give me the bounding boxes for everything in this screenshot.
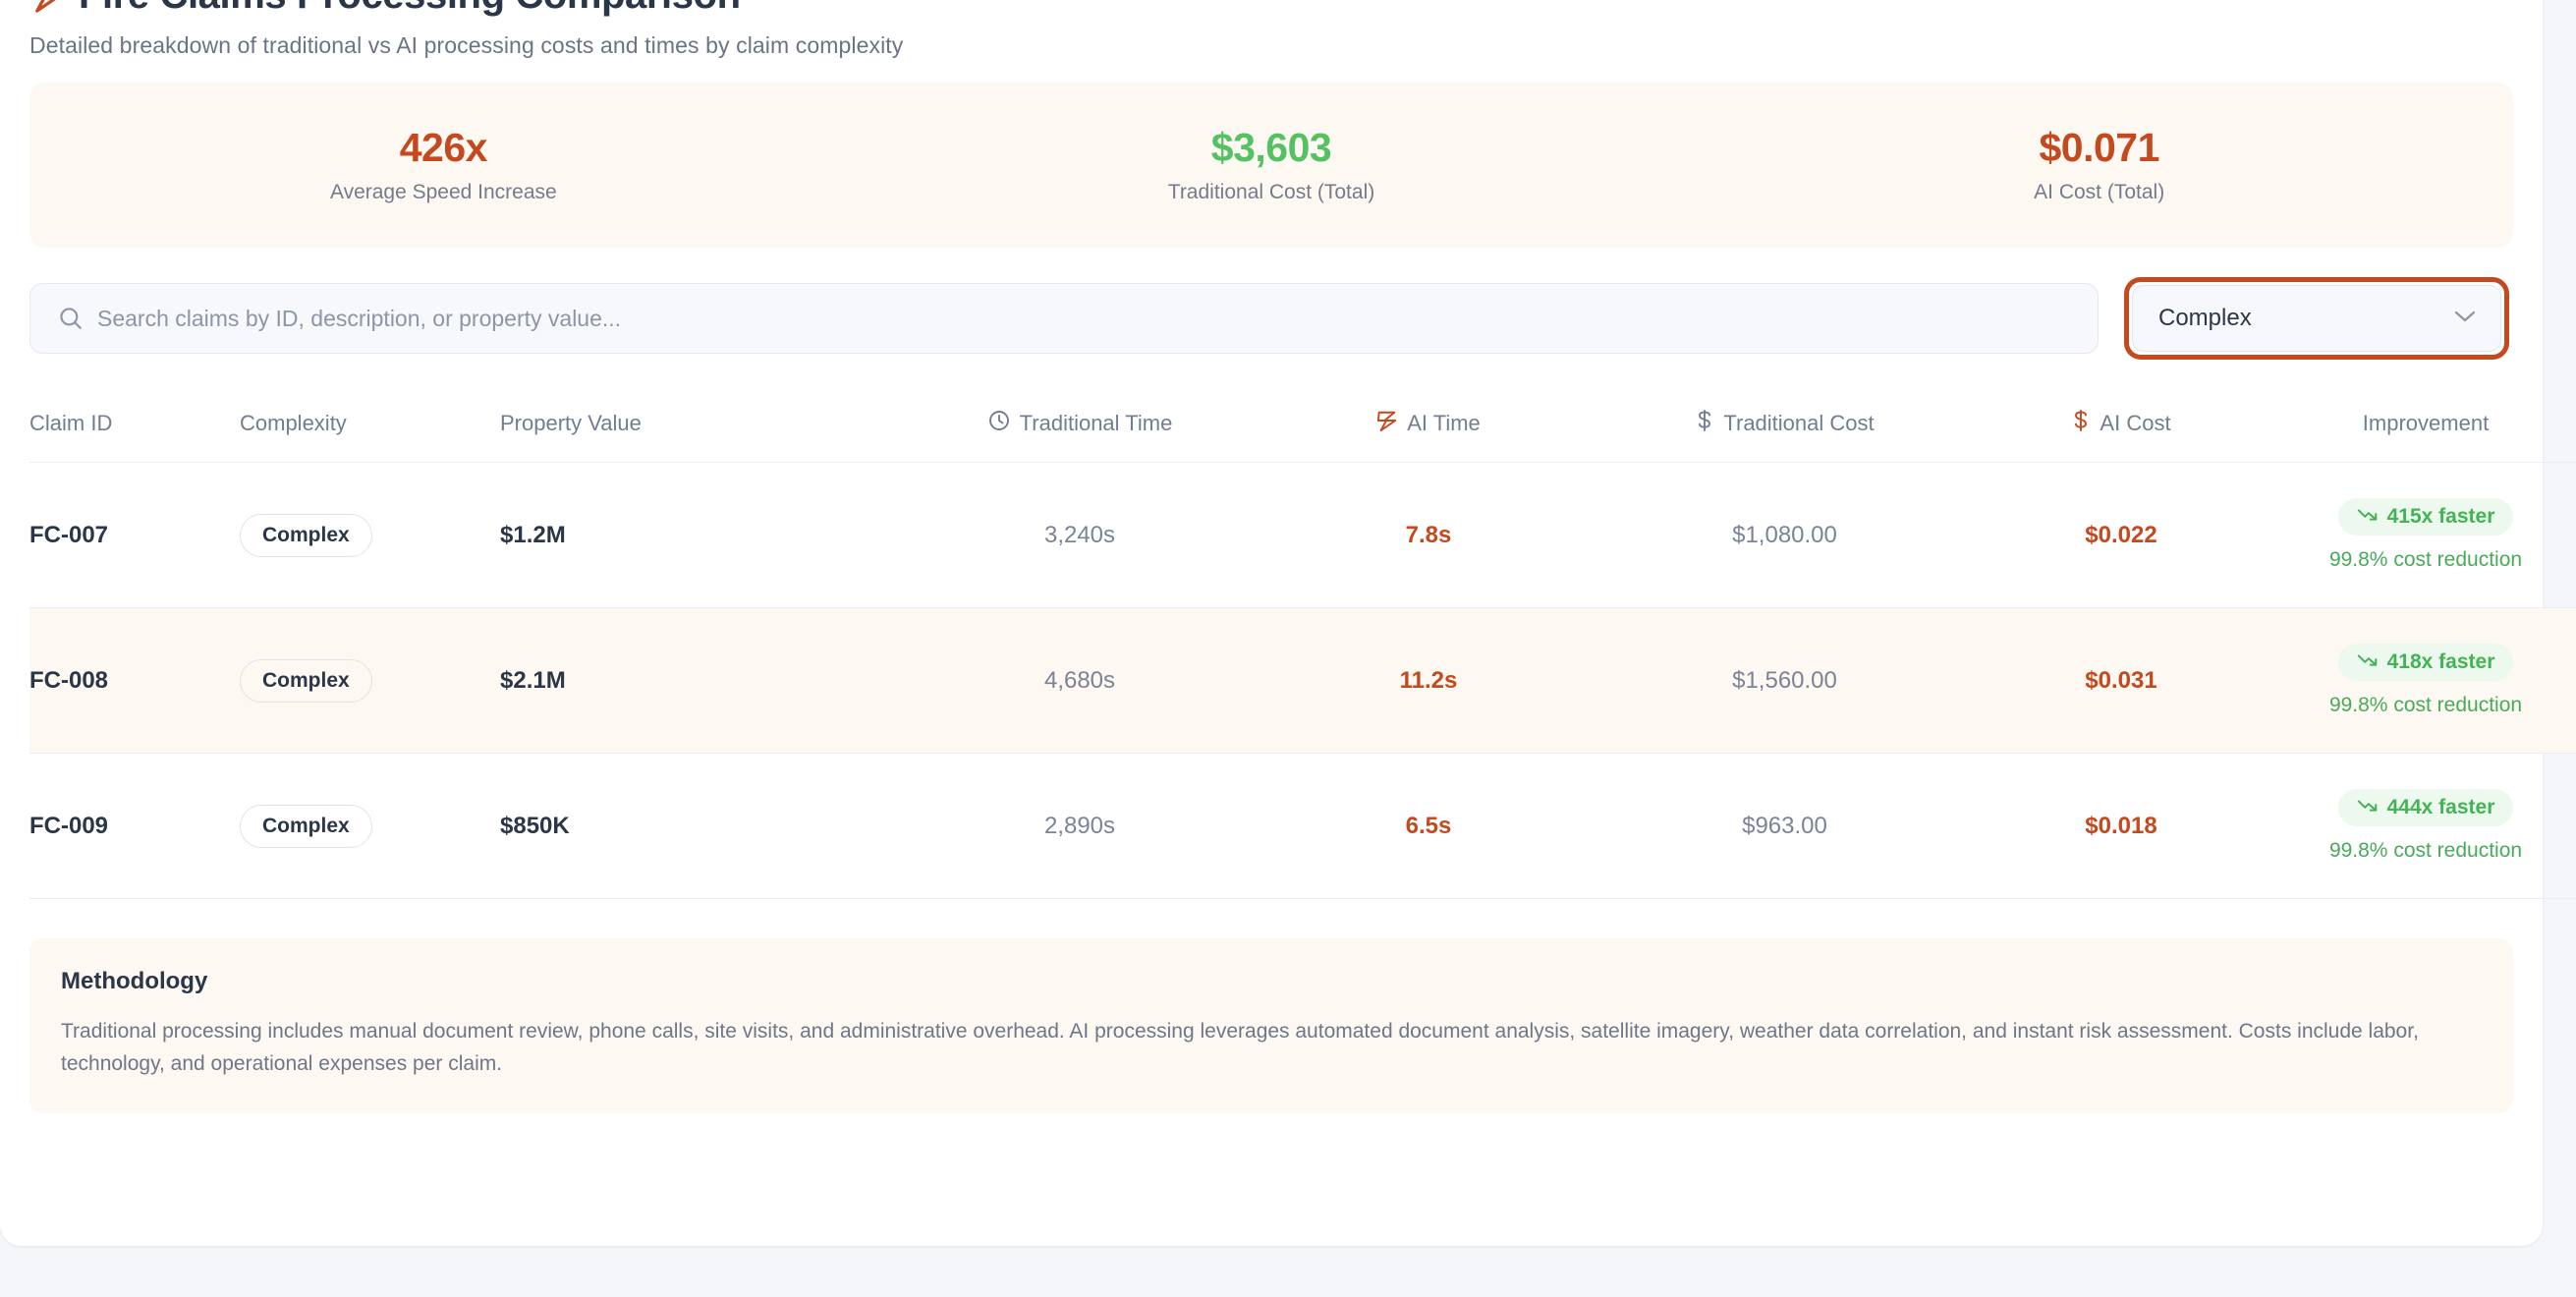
page-title: Fire Claims Processing Comparison	[79, 0, 741, 16]
dollar-icon	[1695, 409, 1714, 438]
cell-traditional-cost: $963.00	[1591, 753, 1979, 899]
complexity-filter-value: Complex	[2158, 305, 2252, 331]
cell-improvement: 418x faster 99.8% cost reduction	[2264, 607, 2576, 754]
summary-stats: 426x Average Speed Increase $3,603 Tradi…	[29, 83, 2513, 248]
cell-traditional-cost: $1,080.00	[1591, 462, 1979, 608]
complexity-filter-select[interactable]: Complex	[2132, 285, 2501, 352]
methodology-panel: Methodology Traditional processing inclu…	[29, 938, 2513, 1114]
search-field[interactable]	[29, 283, 2099, 354]
stat-value: $3,603	[1210, 125, 1332, 171]
chevron-down-icon	[2453, 310, 2477, 328]
complexity-badge: Complex	[240, 804, 372, 848]
cell-improvement: 415x faster 99.8% cost reduction	[2264, 462, 2576, 608]
stat-ai-cost-total: $0.071 AI Cost (Total)	[1685, 126, 2513, 203]
search-icon	[58, 306, 84, 331]
column-label: Traditional Cost	[1723, 411, 1875, 435]
cell-ai-time: 6.5s	[1266, 753, 1591, 899]
cost-reduction-text: 99.8% cost reduction	[2328, 694, 2523, 716]
improvement-badge-label: 444x faster	[2386, 796, 2495, 818]
table-row[interactable]: FC-007 Complex $1.2M 3,240s 7.8s	[29, 462, 2576, 608]
lightning-bolt-icon	[29, 0, 65, 14]
stat-value: $0.071	[2039, 125, 2159, 171]
claims-table: Claim ID Complexity Property Value	[29, 391, 2576, 899]
cell-traditional-cost: $1,560.00	[1591, 607, 1979, 754]
methodology-title: Methodology	[61, 968, 208, 994]
cell-ai-cost: $0.018	[1979, 753, 2264, 899]
cell-complexity: Complex	[240, 753, 500, 899]
column-label: Claim ID	[29, 411, 113, 435]
card-header: Fire Claims Processing Comparison Detail…	[29, 0, 2513, 59]
stat-average-speed-increase: 426x Average Speed Increase	[29, 126, 858, 203]
improvement-badge: 418x faster	[2337, 644, 2514, 681]
table-row[interactable]: FC-009 Complex $850K 2,890s 6.5s	[29, 753, 2576, 899]
cell-improvement: 444x faster 99.8% cost reduction	[2264, 753, 2576, 899]
clock-icon	[987, 409, 1011, 438]
complexity-badge: Complex	[240, 658, 372, 703]
complexity-badge: Complex	[240, 513, 372, 557]
trending-down-icon	[2357, 796, 2379, 819]
cost-reduction-text: 99.8% cost reduction	[2328, 839, 2523, 862]
column-header-traditional-cost[interactable]: Traditional Cost	[1591, 391, 1979, 463]
column-header-complexity[interactable]: Complexity	[240, 391, 500, 463]
cell-property-value: $2.1M	[500, 607, 893, 754]
column-header-ai-cost[interactable]: AI Cost	[1979, 391, 2264, 463]
column-header-claim-id[interactable]: Claim ID	[29, 391, 240, 463]
title-row: Fire Claims Processing Comparison	[29, 0, 2513, 16]
cell-ai-cost: $0.022	[1979, 462, 2264, 608]
cell-ai-time: 7.8s	[1266, 462, 1591, 608]
stat-label: AI Cost (Total)	[2034, 180, 2165, 203]
comparison-card: Fire Claims Processing Comparison Detail…	[0, 0, 2576, 1246]
cost-reduction-text: 99.8% cost reduction	[2328, 548, 2523, 571]
column-header-ai-time[interactable]: AI Time	[1266, 391, 1591, 463]
cell-traditional-time: 2,890s	[893, 753, 1266, 899]
column-label: Traditional Time	[1019, 411, 1173, 435]
improvement-badge: 444x faster	[2337, 789, 2514, 826]
trending-down-icon	[2357, 650, 2379, 674]
cell-ai-cost: $0.031	[1979, 607, 2264, 754]
improvement-badge: 415x faster	[2337, 498, 2514, 536]
cell-claim-id: FC-009	[29, 753, 240, 899]
cell-claim-id: FC-008	[29, 607, 240, 754]
column-label: AI Cost	[2100, 411, 2171, 435]
cell-traditional-time: 4,680s	[893, 607, 1266, 754]
column-header-property-value[interactable]: Property Value	[500, 391, 893, 463]
page-subtitle: Detailed breakdown of traditional vs AI …	[29, 32, 904, 58]
cell-claim-id: FC-007	[29, 462, 240, 608]
stat-label: Traditional Cost (Total)	[1167, 180, 1375, 203]
column-label: Property Value	[500, 411, 642, 435]
column-header-improvement[interactable]: Improvement	[2264, 391, 2576, 463]
table-header-row: Claim ID Complexity Property Value	[29, 391, 2576, 463]
column-label: AI Time	[1407, 411, 1481, 435]
cell-complexity: Complex	[240, 607, 500, 754]
complexity-filter-focus-ring: Complex	[2124, 277, 2509, 360]
improvement-badge-label: 415x faster	[2386, 505, 2495, 528]
table-header: Claim ID Complexity Property Value	[29, 391, 2576, 463]
controls-row: Complex	[29, 277, 2513, 360]
table-body: FC-007 Complex $1.2M 3,240s 7.8s	[29, 462, 2576, 899]
stat-label: Average Speed Increase	[329, 180, 557, 203]
methodology-body: Traditional processing includes manual d…	[61, 1020, 2419, 1075]
stat-traditional-cost-total: $3,603 Traditional Cost (Total)	[858, 126, 1686, 203]
bolt-icon	[1376, 409, 1398, 438]
column-header-traditional-time[interactable]: Traditional Time	[893, 391, 1266, 463]
cell-property-value: $850K	[500, 753, 893, 899]
column-label: Complexity	[240, 411, 347, 435]
dollar-icon	[2071, 409, 2091, 438]
stat-value: 426x	[399, 125, 488, 171]
cell-property-value: $1.2M	[500, 462, 893, 608]
cell-complexity: Complex	[240, 462, 500, 608]
table-row[interactable]: FC-008 Complex $2.1M 4,680s 11.2s	[29, 607, 2576, 754]
search-input[interactable]	[97, 305, 2098, 332]
cell-ai-time: 11.2s	[1266, 607, 1591, 754]
trending-down-icon	[2357, 505, 2379, 529]
improvement-badge-label: 418x faster	[2386, 650, 2495, 673]
column-label: Improvement	[2362, 411, 2490, 435]
cell-traditional-time: 3,240s	[893, 462, 1266, 608]
